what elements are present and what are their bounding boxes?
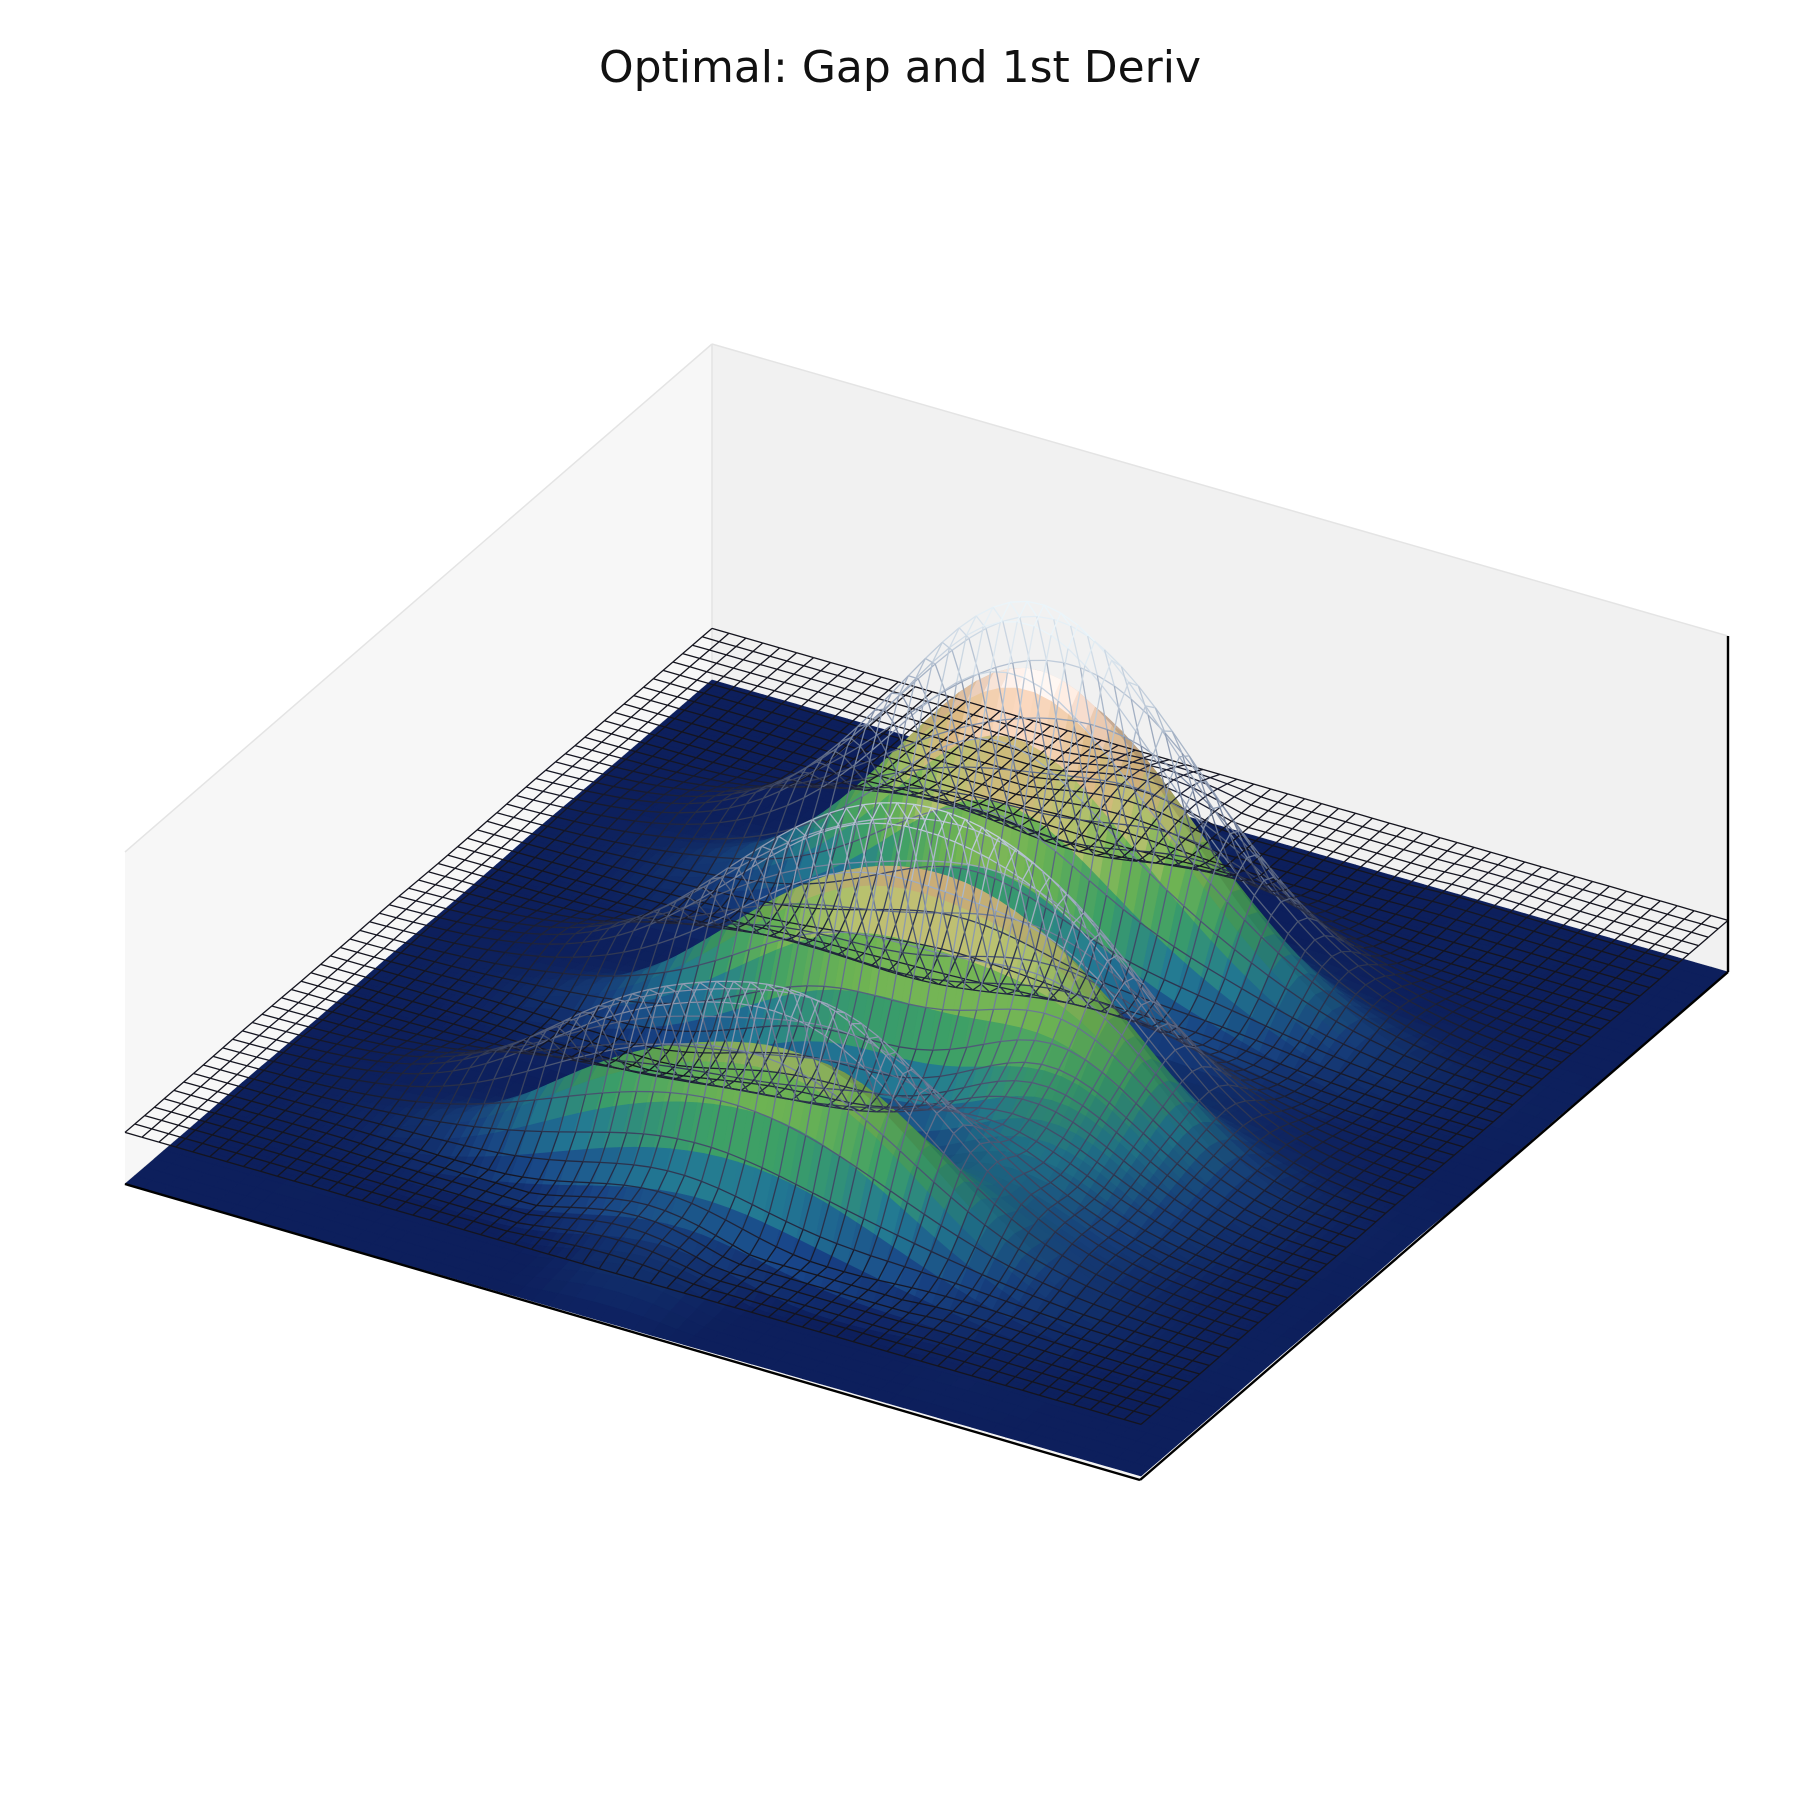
- chart-title: Optimal: Gap and 1st Deriv: [599, 42, 1201, 93]
- wireframe-segment: [1019, 615, 1037, 618]
- left-pane: [125, 344, 712, 1184]
- wireframe-segment: [678, 811, 696, 814]
- wireframe-segment: [698, 795, 716, 798]
- wireframe-segment: [1009, 600, 1028, 603]
- wireframe-segment: [990, 671, 1008, 674]
- wireframe-segment: [688, 802, 706, 805]
- wireframe-segment: [1039, 717, 1057, 720]
- back-pane: [712, 344, 1728, 972]
- surface-layer: [124, 600, 1729, 1477]
- wireframe-segment: [681, 795, 699, 798]
- pane-edge-top-left: [124, 343, 713, 853]
- pane-edge-top-back: [711, 343, 1729, 637]
